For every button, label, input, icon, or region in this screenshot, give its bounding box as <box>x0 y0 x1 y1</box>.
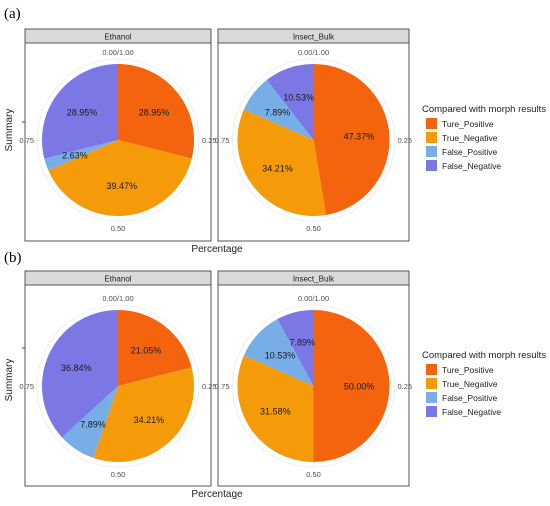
slice-label: 7.89% <box>290 337 316 347</box>
slice-label: 10.53% <box>265 351 296 361</box>
slice-label: 7.89% <box>80 420 106 430</box>
slice-label: 50.00% <box>344 382 375 392</box>
pie-slice-true-negative <box>48 140 192 217</box>
pie-slice-false-positive <box>44 140 118 171</box>
legend-label: False_Negative <box>442 407 501 417</box>
figure-b-xlabel: Percentage <box>191 489 243 500</box>
pie-slice-true-negative <box>237 355 314 463</box>
legend-items: Ture_Positive True_Negative False_Positive… <box>426 118 501 171</box>
pie-slice-true-negative <box>237 109 327 216</box>
pie-slice-false-positive <box>243 319 314 386</box>
polar-tick-label: 0.00/1.00 <box>102 294 133 303</box>
legend-key-false-positive <box>426 146 437 157</box>
slice-label: 31.58% <box>260 406 291 416</box>
facet-strip-label: Ethanol <box>104 275 131 284</box>
polar-tick-label: 0.75 <box>215 136 230 145</box>
facet-strip-label: Insect_Bulk <box>293 275 335 284</box>
legend-key-true-negative <box>426 378 437 389</box>
pie-slice-false-negative <box>42 310 118 438</box>
slice-label: 28.95% <box>67 107 98 117</box>
pie-slice-ture-positive <box>313 310 390 462</box>
slice-label: 36.84% <box>61 363 92 373</box>
polar-tick-label: 0.50 <box>306 224 321 233</box>
figure-a-xlabel: Percentage <box>191 244 243 255</box>
facet-b-ethanol: Ethanol 21.05% 34.21% 7.89% 36.84% 0.00/1.00… <box>19 270 217 487</box>
pie-slice-false-positive <box>62 386 118 458</box>
polar-tick-label: 0.25 <box>202 382 217 391</box>
slice-label: 34.21% <box>134 415 165 425</box>
pie-chart: 50.00% 31.58% 10.53% 7.89% 0.00/1.00 0.25 0.50… <box>215 294 412 479</box>
pie-slice-ture-positive <box>118 63 195 159</box>
polar-tick-label: 0.00/1.00 <box>298 48 329 57</box>
pie-chart: 47.37% 34.21% 7.89% 10.53% 0.00/1.00 0.25 0.50… <box>215 48 412 233</box>
pie-slice-false-negative <box>41 64 118 159</box>
slice-label: 21.05% <box>131 346 162 356</box>
pie-slice-ture-positive <box>313 64 390 215</box>
facet-strip-label: Ethanol <box>104 33 131 42</box>
polar-tick-label: 0.75 <box>215 382 230 391</box>
pie-slice-false-negative <box>266 64 314 140</box>
figure-a-ylabel: Summary <box>4 109 15 152</box>
facet-b-insect-bulk: Insect_Bulk 50.00% 31.58% 10.53% 7.89% 0.00/… <box>215 270 412 487</box>
slice-label: 2.63% <box>62 150 88 160</box>
polar-tick-label: 0.50 <box>111 224 126 233</box>
slice-label: 47.37% <box>344 132 375 142</box>
legend-label: False_Positive <box>442 147 498 157</box>
polar-tick-label: 0.25 <box>202 136 217 145</box>
legend-label: Ture_Positive <box>442 365 494 375</box>
legend-title: Compared with morph results <box>422 104 546 115</box>
pie-slice-ture-positive <box>118 310 192 386</box>
facet-a-insect-bulk: Insect_Bulk 47.37% 34.21% 7.89% 10.53% 0.00/… <box>215 28 412 242</box>
polar-tick-label: 0.25 <box>398 136 413 145</box>
legend-label: True_Negative <box>442 379 498 389</box>
polar-tick-label: 0.00/1.00 <box>102 48 133 57</box>
legend-key-ture-positive <box>426 364 437 375</box>
pie-slice-true-negative <box>93 367 195 463</box>
legend-a: Compared with morph results Ture_Positiv… <box>422 104 546 171</box>
figure-b-ylabel: Summary <box>4 359 15 402</box>
legend-label: False_Positive <box>442 393 498 403</box>
legend-key-false-positive <box>426 392 437 403</box>
polar-tick-label: 0.50 <box>306 470 321 479</box>
slice-label: 7.89% <box>265 107 291 117</box>
legend-key-true-negative <box>426 132 437 143</box>
polar-tick-label: 0.00/1.00 <box>298 294 329 303</box>
polar-tick-label: 0.25 <box>398 382 413 391</box>
figure-a-label: (a) <box>4 6 21 22</box>
pie-slice-false-negative <box>277 310 314 386</box>
figure-b: Summary Percentage Ethanol 21.05% 34.21% 7… <box>4 270 546 500</box>
slice-label: 10.53% <box>283 92 314 102</box>
legend-items: Ture_Positive True_Negative False_Positive… <box>426 364 501 417</box>
slice-label: 39.47% <box>106 181 137 191</box>
legend-label: False_Negative <box>442 161 501 171</box>
polar-tick-label: 0.75 <box>19 136 34 145</box>
legend-b: Compared with morph results Ture_Positiv… <box>422 350 546 417</box>
legend-key-false-negative <box>426 160 437 171</box>
legend-label: True_Negative <box>442 133 498 143</box>
legend-label: Ture_Positive <box>442 119 494 129</box>
polar-tick-label: 0.75 <box>19 382 34 391</box>
polar-tick-label: 0.50 <box>111 470 126 479</box>
legend-title: Compared with morph results <box>422 350 546 361</box>
pie-slice-false-positive <box>243 80 314 140</box>
legend-key-false-negative <box>426 406 437 417</box>
facet-a-ethanol: Ethanol 28.95% 39.47% 2.63% 28.95% 0.00/1.00… <box>19 28 217 242</box>
figure-b-label: (b) <box>4 250 22 266</box>
pie-chart: 28.95% 39.47% 2.63% 28.95% 0.00/1.00 0.25 0.50… <box>19 48 216 233</box>
pie-chart: 21.05% 34.21% 7.89% 36.84% 0.00/1.00 0.25 0.50… <box>19 294 216 479</box>
slice-label: 34.21% <box>262 164 293 174</box>
legend-key-ture-positive <box>426 118 437 129</box>
slice-label: 28.95% <box>139 107 170 117</box>
figure-a: Summary Percentage Ethanol 28.95%39.47%2… <box>4 28 546 255</box>
facet-strip-label: Insect_Bulk <box>293 33 335 42</box>
